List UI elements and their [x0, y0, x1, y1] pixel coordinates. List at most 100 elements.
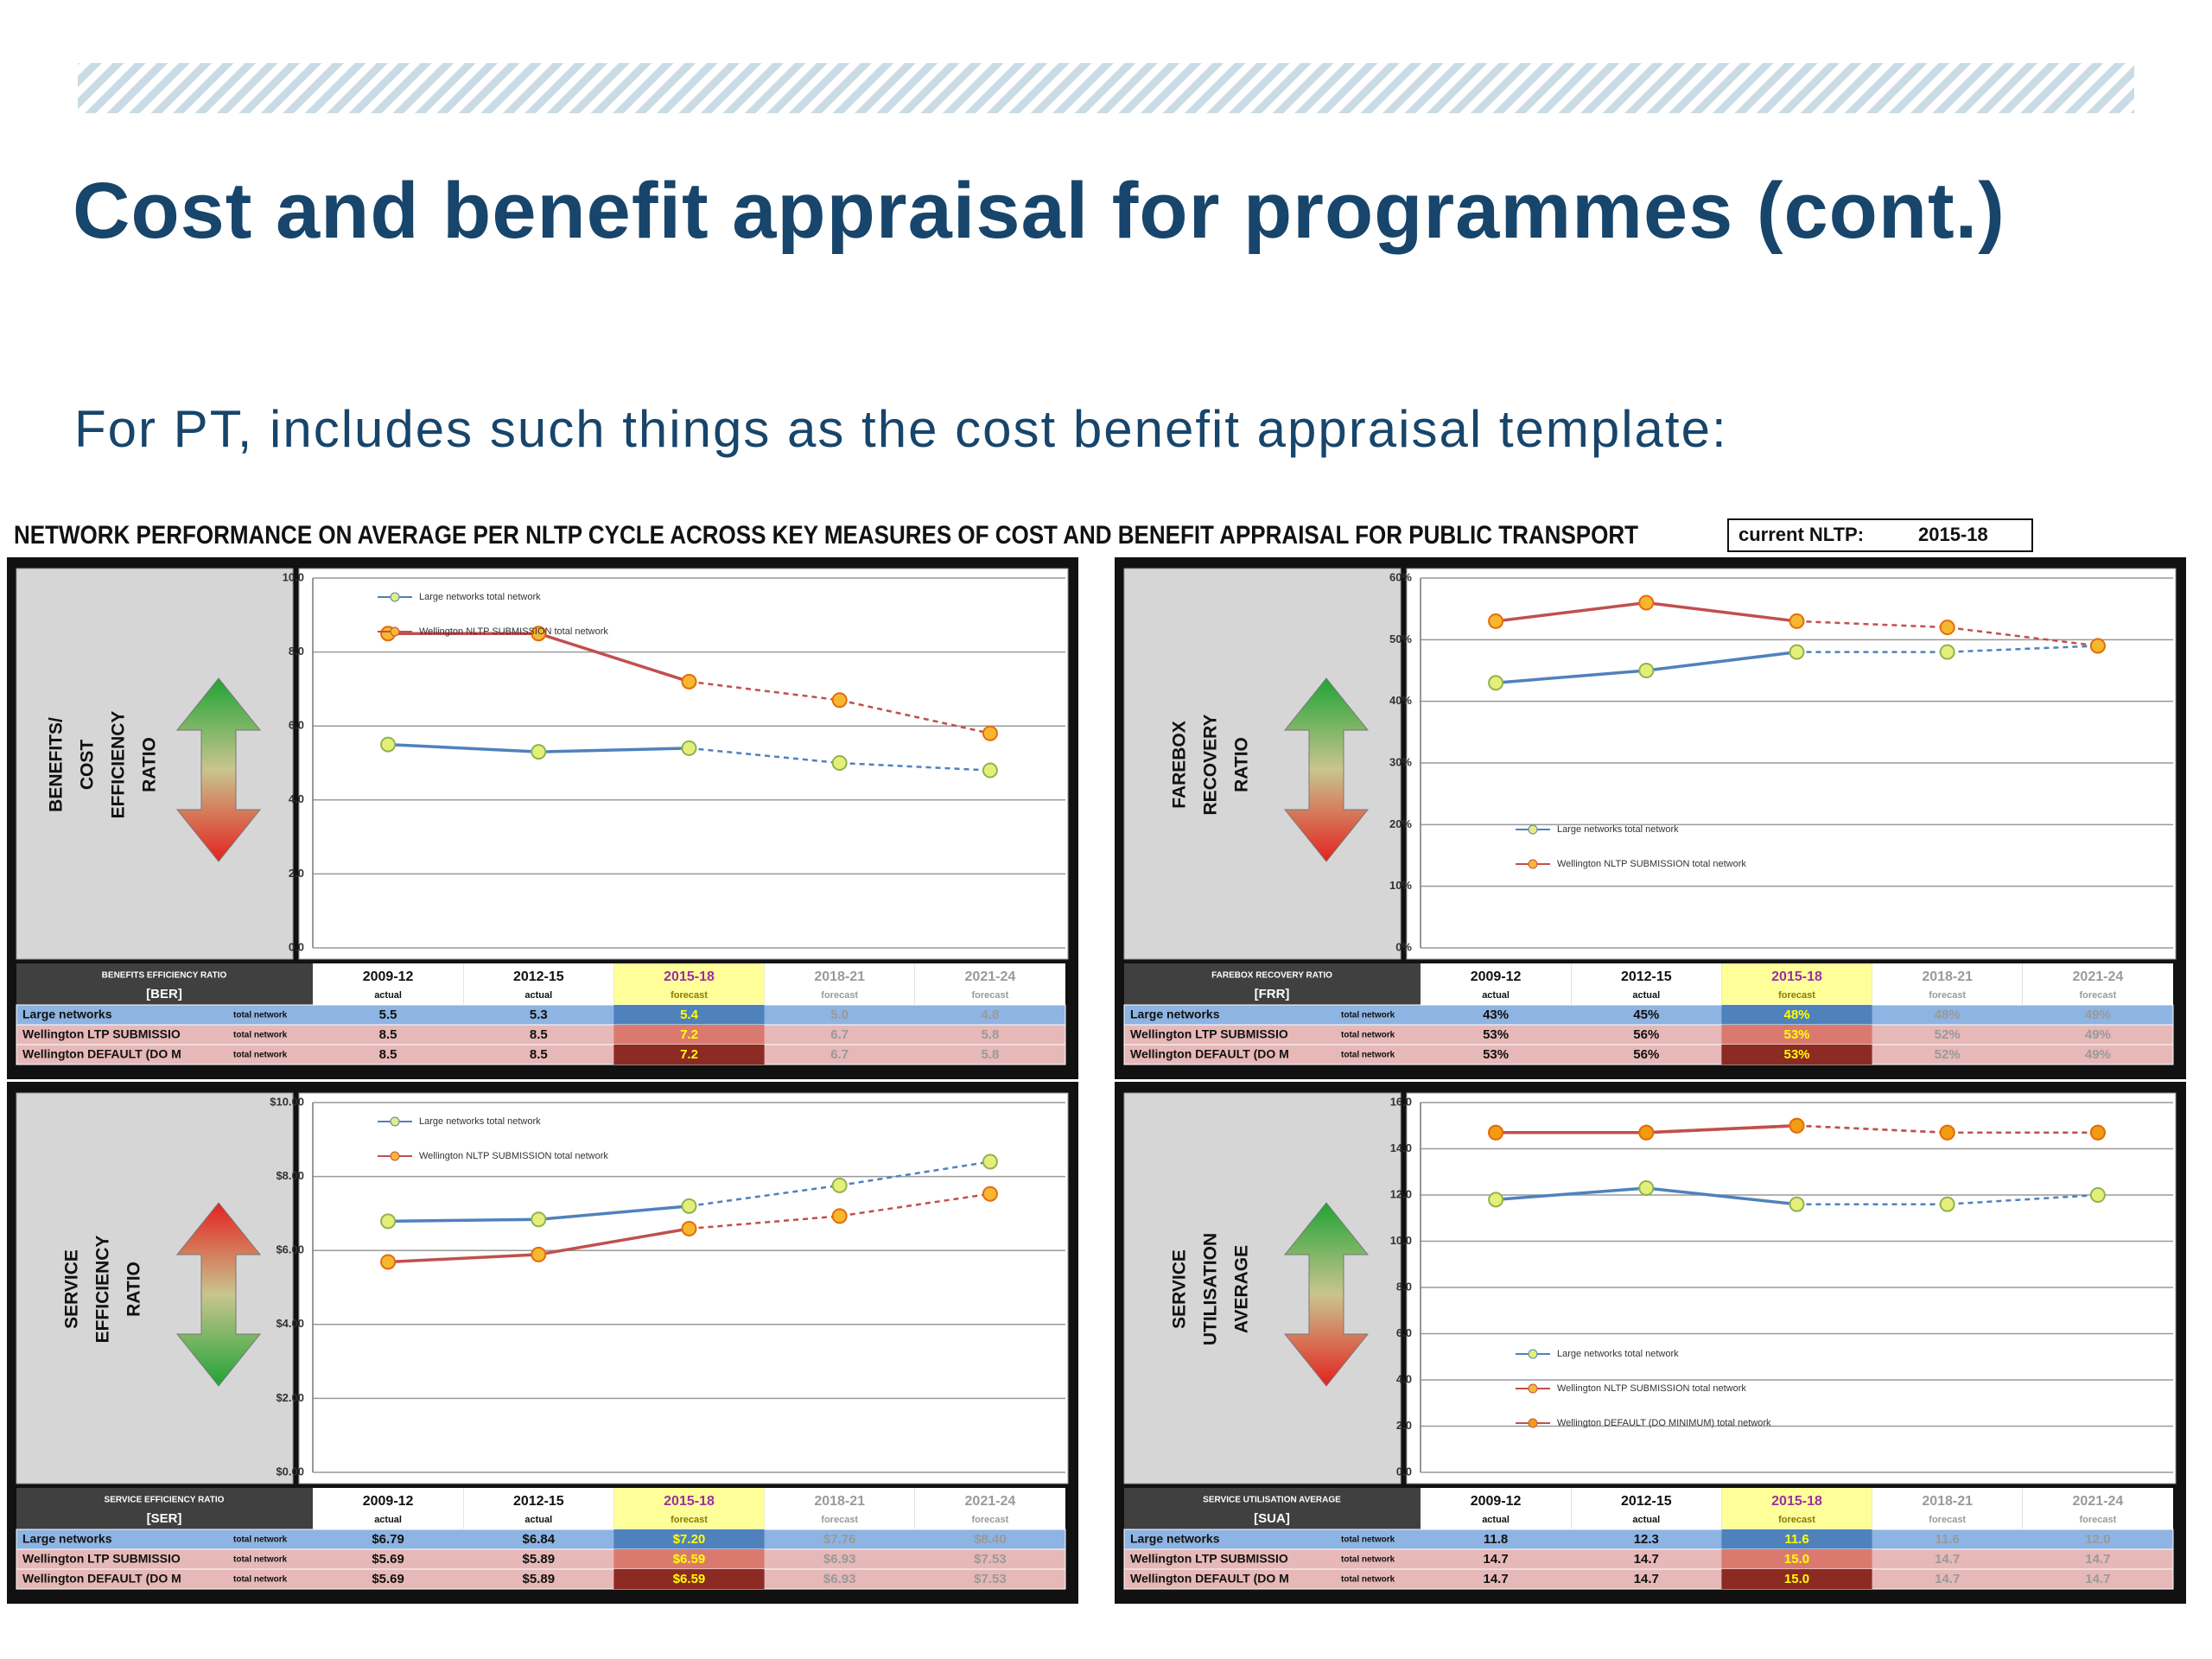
current-cell — [1721, 1529, 1872, 1549]
side-label: RATIO — [124, 1262, 144, 1317]
row-unit: total network — [233, 1535, 288, 1545]
column-year: 2012-15 — [1621, 969, 1672, 984]
column-year: 2021-24 — [2073, 969, 2124, 984]
table-cell: 53% — [1483, 1047, 1509, 1062]
table-row — [16, 1568, 1066, 1590]
series-marker — [1488, 675, 1504, 691]
column-period: forecast — [972, 1515, 1009, 1525]
row-name: Wellington LTP SUBMISSIO — [22, 1027, 181, 1041]
legend-label: Wellington NLTP SUBMISSION total network — [419, 1151, 608, 1161]
plot-area — [1406, 1092, 2177, 1484]
row-unit: total network — [233, 1575, 288, 1585]
table-cell: 5.0 — [830, 1007, 849, 1022]
table-cell: 6.7 — [830, 1047, 849, 1062]
direction-arrow — [175, 677, 262, 862]
column-year: 2009-12 — [363, 969, 414, 984]
table-cell: $7.53 — [974, 1572, 1007, 1586]
column-period: forecast — [1929, 1515, 1966, 1525]
y-tick-label: 0.0 — [289, 940, 304, 953]
series-marker — [531, 626, 547, 642]
table-cell: 8.5 — [379, 1047, 397, 1062]
column-head — [1872, 1488, 2023, 1529]
side-label: RECOVERY — [1201, 714, 1221, 815]
table-cell: 14.7 — [1935, 1572, 1960, 1586]
current-cell — [1721, 1005, 1872, 1025]
y-tick-label: 6.0 — [289, 719, 304, 732]
side-label: UTILISATION — [1201, 1233, 1221, 1345]
table-cell: 5.8 — [981, 1027, 999, 1042]
column-head — [313, 963, 464, 1005]
column-head — [1571, 963, 1722, 1005]
slide-subtitle: For PT, includes such things as the cost… — [74, 400, 1728, 458]
series-marker — [1789, 613, 1805, 629]
column-head — [914, 963, 1065, 1005]
column-year: 2018-21 — [814, 969, 865, 984]
row-unit: total network — [233, 1011, 288, 1020]
column-year: 2012-15 — [513, 1494, 564, 1509]
table-cell: 14.7 — [1935, 1552, 1960, 1567]
y-tick-label: 10.0 — [1390, 1234, 1412, 1247]
slide-title: Cost and benefit appraisal for programme… — [73, 167, 2005, 255]
y-tick-label: 30% — [1389, 755, 1412, 768]
column-head — [914, 1488, 1065, 1529]
column-year: 2012-15 — [513, 969, 564, 984]
table-title: SERVICE UTILISATION AVERAGE — [1203, 1496, 1341, 1505]
table-cell: 12.0 — [2085, 1532, 2110, 1547]
row-unit: total network — [1341, 1051, 1395, 1060]
series-marker — [982, 762, 998, 779]
table-cell: 56% — [1633, 1027, 1659, 1042]
side-panel — [1123, 568, 1402, 960]
column-period: actual — [374, 990, 402, 1001]
column-period: forecast — [821, 990, 858, 1001]
side-label: EFFICIENCY — [93, 1236, 113, 1344]
plot-area — [1406, 568, 2177, 960]
y-tick-label: 0% — [1395, 940, 1412, 953]
table-cell: 15.0 — [1784, 1572, 1809, 1586]
table-cell: $7.76 — [823, 1532, 856, 1547]
table-title: FAREBOX RECOVERY RATIO — [1211, 971, 1332, 981]
series-line-forecast — [1796, 645, 2098, 653]
chart-panel: FAREBOX RECOVERY RATIO 0% 10% 20% 30% 40% 50% 60%… — [1115, 557, 2186, 1079]
column-period: forecast — [2080, 990, 2117, 1001]
series-marker — [531, 1211, 547, 1228]
column-head — [463, 963, 614, 1005]
column-head — [764, 1488, 915, 1529]
current-cell — [613, 1569, 765, 1589]
table-cell: 53% — [1783, 1027, 1809, 1042]
table-row — [1123, 1044, 2174, 1065]
column-year: 2021-24 — [965, 969, 1016, 984]
table-cell: $6.59 — [673, 1572, 706, 1586]
y-tick-label: 4.0 — [289, 792, 304, 805]
table-cell: 48% — [1935, 1007, 1961, 1022]
table-cell: 5.4 — [680, 1007, 699, 1022]
series-marker — [1789, 1117, 1805, 1134]
table-cell: 5.8 — [981, 1047, 999, 1062]
table-cell: $7.20 — [673, 1532, 706, 1547]
legend-marker — [390, 1116, 400, 1127]
row-name: Large networks — [1130, 1007, 1220, 1021]
y-tick-label: $2.00 — [276, 1391, 304, 1404]
legend-marker — [1528, 1383, 1538, 1394]
side-label: COST — [78, 740, 98, 791]
table-cell: 45% — [1633, 1007, 1659, 1022]
chart-panel: SERVICE EFFICIENCY RATIO $0.00 $2.00 $4.00 $6.… — [7, 1082, 1078, 1604]
table-cell: $6.84 — [523, 1532, 556, 1547]
legend-marker — [390, 1151, 400, 1161]
column-head — [764, 963, 915, 1005]
table-cell: $5.69 — [372, 1572, 404, 1586]
series-marker — [1789, 1196, 1805, 1212]
table-title: BENEFITS EFFICIENCY RATIO — [102, 971, 227, 981]
column-head — [463, 1488, 614, 1529]
column-year: 2009-12 — [1471, 1494, 1522, 1509]
row-name: Wellington LTP SUBMISSIO — [1130, 1552, 1288, 1566]
column-year: 2021-24 — [965, 1494, 1016, 1509]
column-year: 2012-15 — [1621, 1494, 1672, 1509]
row-name: Large networks — [22, 1007, 112, 1021]
table-cell: 14.7 — [2085, 1552, 2110, 1567]
y-tick-label: 6.0 — [1396, 1326, 1412, 1339]
y-tick-label: 12.0 — [1390, 1187, 1412, 1200]
table-cell: 49% — [2085, 1027, 2111, 1042]
column-period: actual — [524, 990, 552, 1001]
y-tick-label: 8.0 — [1396, 1280, 1412, 1293]
row-unit: total network — [233, 1555, 288, 1565]
